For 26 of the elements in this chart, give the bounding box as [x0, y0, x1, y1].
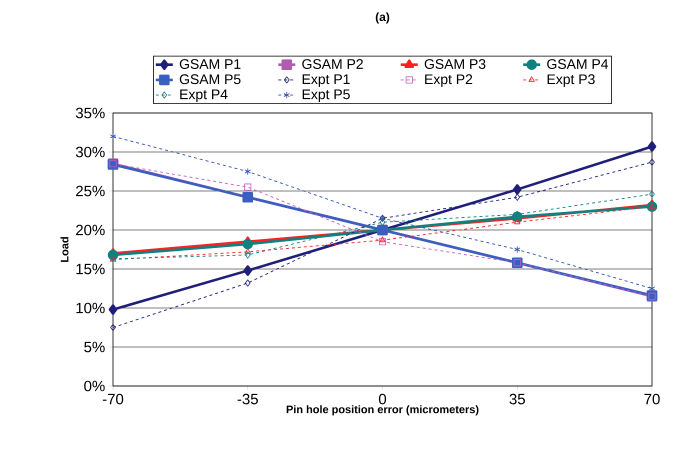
legend-label: Expt P2 [425, 74, 472, 87]
y-tick-label: 0% [84, 380, 105, 392]
x-tick-label: -70 [102, 394, 124, 404]
y-tick-label: 20% [76, 224, 105, 236]
legend-label: GSAM P3 [424, 59, 486, 69]
y-axis-title: Load [60, 237, 68, 262]
y-tick-label: 25% [76, 186, 105, 196]
legend-label: Expt P1 [302, 74, 350, 87]
x-axis-title: Pin hole position error (micrometers) [286, 405, 478, 416]
y-tick-label: 10% [76, 302, 105, 314]
legend-label: GSAM P2 [302, 59, 363, 69]
legend-label: Expt P3 [548, 74, 595, 87]
x-tick-label: 0 [378, 394, 386, 404]
legend-label: GSAM P1 [180, 59, 240, 69]
x-tick-label: -35 [238, 394, 258, 404]
y-tick-label: 30% [76, 146, 105, 158]
legend-label: Expt P5 [302, 90, 350, 102]
x-tick-label: 70 [644, 394, 660, 404]
y-tick-label: 35% [76, 108, 105, 118]
legend-label: GSAM P4 [547, 59, 608, 69]
y-tick-label: 5% [84, 342, 105, 352]
y-tick-label: 15% [76, 264, 105, 274]
x-tick-label: 35 [510, 394, 525, 404]
chart-title: (a) [376, 12, 390, 24]
legend-label: GSAM P5 [180, 74, 241, 84]
legend-label: Expt P4 [180, 90, 228, 102]
